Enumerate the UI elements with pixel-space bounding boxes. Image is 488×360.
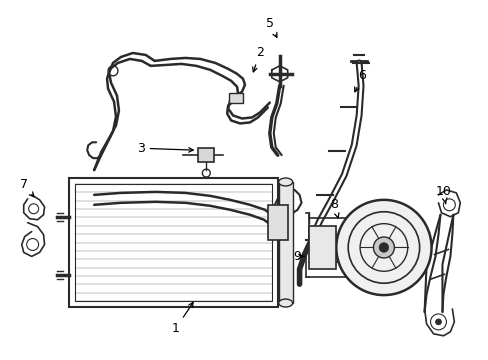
Circle shape <box>336 200 431 295</box>
Text: 3: 3 <box>137 142 193 155</box>
Bar <box>198 148 214 162</box>
Bar <box>69 178 277 307</box>
Circle shape <box>373 237 394 258</box>
Bar <box>229 93 243 103</box>
Circle shape <box>378 243 388 252</box>
Text: 7: 7 <box>20 179 34 197</box>
Text: 4: 4 <box>279 214 288 236</box>
Text: 2: 2 <box>252 46 264 72</box>
Text: 5: 5 <box>265 17 276 37</box>
Text: 8: 8 <box>329 198 338 218</box>
Text: 10: 10 <box>435 185 450 204</box>
Ellipse shape <box>278 299 292 307</box>
Circle shape <box>435 319 441 325</box>
Text: 1: 1 <box>171 302 193 336</box>
Ellipse shape <box>278 178 292 186</box>
Bar <box>75 184 271 301</box>
Bar <box>267 205 287 239</box>
Bar <box>278 182 292 303</box>
Text: 6: 6 <box>354 69 366 92</box>
Text: 9: 9 <box>293 250 304 263</box>
Bar <box>308 226 336 269</box>
